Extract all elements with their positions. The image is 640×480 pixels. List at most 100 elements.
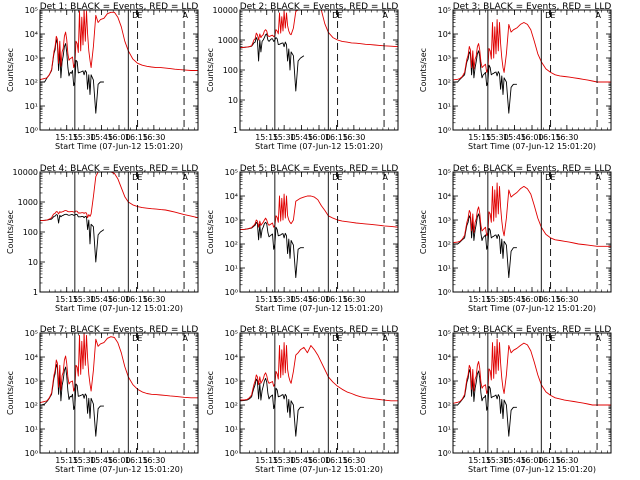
plot-area: [453, 19, 611, 114]
plot-area: [40, 172, 198, 263]
x-tick-label: 15:30: [486, 295, 509, 304]
interval-marker: A: [182, 11, 188, 20]
y-tick-label: 10⁴: [25, 353, 38, 362]
x-tick-label: 15:30: [273, 456, 296, 465]
y-tick-label: 10³: [438, 377, 451, 386]
y-tick-label: 1: [233, 126, 238, 135]
interval-marker: E: [137, 173, 142, 182]
events-series-line: [453, 50, 517, 114]
x-tick-label: 16:30: [342, 295, 365, 304]
detector-panel-7: Det 7: BLACK = Events, RED = LLD 10⁰ 10¹ 10…: [6, 325, 199, 474]
y-tick-label: 10⁵: [438, 168, 451, 177]
y-axis-label: Counts/sec: [419, 371, 428, 415]
y-tick-label: 10²: [25, 401, 38, 410]
y-tick-label: 10⁰: [25, 126, 38, 135]
x-tick-label: 15:45: [503, 295, 526, 304]
panel-title: Det 4: BLACK = Events, RED = LLD: [40, 164, 199, 174]
lld-series-line: [453, 182, 611, 247]
x-axis-label: Start Time (07-Jun-12 15:01:20): [255, 465, 383, 474]
x-tick-label: 16:15: [538, 295, 561, 304]
interval-marker: E: [137, 11, 142, 20]
x-tick-label: 16:15: [538, 456, 561, 465]
y-tick-label: 100: [223, 66, 238, 75]
x-tick-label: 16:30: [555, 133, 578, 142]
x-tick-label: 16:00: [107, 295, 130, 304]
x-tick-label: 15:30: [486, 133, 509, 142]
y-axis-label: Counts/sec: [6, 48, 15, 92]
x-tick-label: 16:15: [125, 456, 148, 465]
x-tick-label: 16:00: [520, 295, 543, 304]
y-tick-label: 10⁵: [225, 329, 238, 338]
lld-series-line: [240, 193, 398, 231]
interval-marker: D: [132, 11, 138, 20]
x-tick-label: 16:15: [325, 295, 348, 304]
interval-marker: E: [337, 11, 342, 20]
x-axis-label: Start Time (07-Jun-12 15:01:20): [55, 304, 183, 313]
x-axis-label: Start Time (07-Jun-12 15:01:20): [255, 142, 383, 151]
interval-marker: A: [182, 334, 188, 343]
detector-panel-3: Det 3: BLACK = Events, RED = LLD 10⁰ 10¹ 10…: [419, 2, 612, 151]
y-tick-label: 10³: [438, 216, 451, 225]
interval-marker: E: [550, 11, 555, 20]
y-tick-label: 10¹: [25, 425, 38, 434]
panel-title: Det 6: BLACK = Events, RED = LLD: [453, 164, 612, 174]
interval-marker: E: [337, 173, 342, 182]
interval-marker: A: [382, 334, 388, 343]
y-tick-label: 10³: [225, 377, 238, 386]
x-tick-label: 15:45: [90, 133, 113, 142]
plot-frame: [239, 332, 399, 454]
y-tick-label: 10⁵: [25, 6, 38, 15]
y-tick-label: 10000: [13, 168, 38, 177]
y-tick-label: 10⁰: [25, 449, 38, 458]
x-tick-label: 16:30: [142, 133, 165, 142]
y-tick-label: 10²: [438, 401, 451, 410]
interval-marker: A: [595, 173, 601, 182]
interval-marker: D: [545, 11, 551, 20]
events-series-line: [240, 33, 305, 92]
events-series-line: [40, 213, 105, 263]
y-axis-label: Counts/sec: [206, 48, 215, 92]
x-tick-label: 16:00: [520, 456, 543, 465]
interval-marker: D: [132, 334, 138, 343]
y-tick-label: 1000: [18, 198, 38, 207]
x-axis-label: Start Time (07-Jun-12 15:01:20): [468, 465, 596, 474]
y-tick-label: 10⁰: [438, 288, 451, 297]
y-tick-label: 10⁰: [225, 449, 238, 458]
x-tick-label: 16:15: [325, 456, 348, 465]
x-tick-label: 15:45: [290, 295, 313, 304]
y-tick-label: 1000: [218, 36, 238, 45]
detector-panel-8: Det 8: BLACK = Events, RED = LLD 10⁰ 10¹ 10…: [206, 325, 399, 474]
y-tick-label: 100: [23, 228, 38, 237]
y-tick-label: 10⁵: [25, 329, 38, 338]
plot-area: [453, 338, 611, 437]
interval-marker: E: [137, 334, 142, 343]
detector-panel-4: Det 4: BLACK = Events, RED = LLD 1 10 100 10…: [6, 164, 199, 313]
interval-marker: E: [550, 173, 555, 182]
y-axis-label: Counts/sec: [419, 48, 428, 92]
lld-series-line: [40, 172, 198, 222]
x-tick-label: 15:15: [468, 456, 491, 465]
y-tick-label: 10⁵: [225, 168, 238, 177]
x-tick-label: 15:15: [55, 295, 78, 304]
events-series-line: [40, 363, 104, 437]
plot-area: [453, 182, 611, 279]
lld-series-line: [240, 342, 398, 402]
plot-frame: [39, 9, 199, 131]
panel-title: Det 7: BLACK = Events, RED = LLD: [40, 325, 199, 335]
x-tick-label: 15:30: [486, 456, 509, 465]
y-axis-label: Counts/sec: [206, 371, 215, 415]
x-tick-label: 15:15: [255, 456, 278, 465]
plot-frame: [452, 332, 612, 454]
y-tick-label: 10: [228, 96, 238, 105]
x-tick-label: 16:30: [142, 456, 165, 465]
interval-marker: A: [182, 173, 188, 182]
x-tick-label: 16:30: [142, 295, 165, 304]
x-tick-label: 15:45: [290, 133, 313, 142]
x-tick-label: 16:00: [307, 295, 330, 304]
panel-title: Det 5: BLACK = Events, RED = LLD: [240, 164, 399, 174]
interval-marker: D: [332, 11, 338, 20]
detector-panel-2: Det 2: BLACK = Events, RED = LLD 1 10 100 10…: [206, 2, 399, 151]
x-tick-label: 15:15: [468, 133, 491, 142]
events-series-line: [453, 213, 517, 279]
interval-marker: A: [382, 11, 388, 20]
